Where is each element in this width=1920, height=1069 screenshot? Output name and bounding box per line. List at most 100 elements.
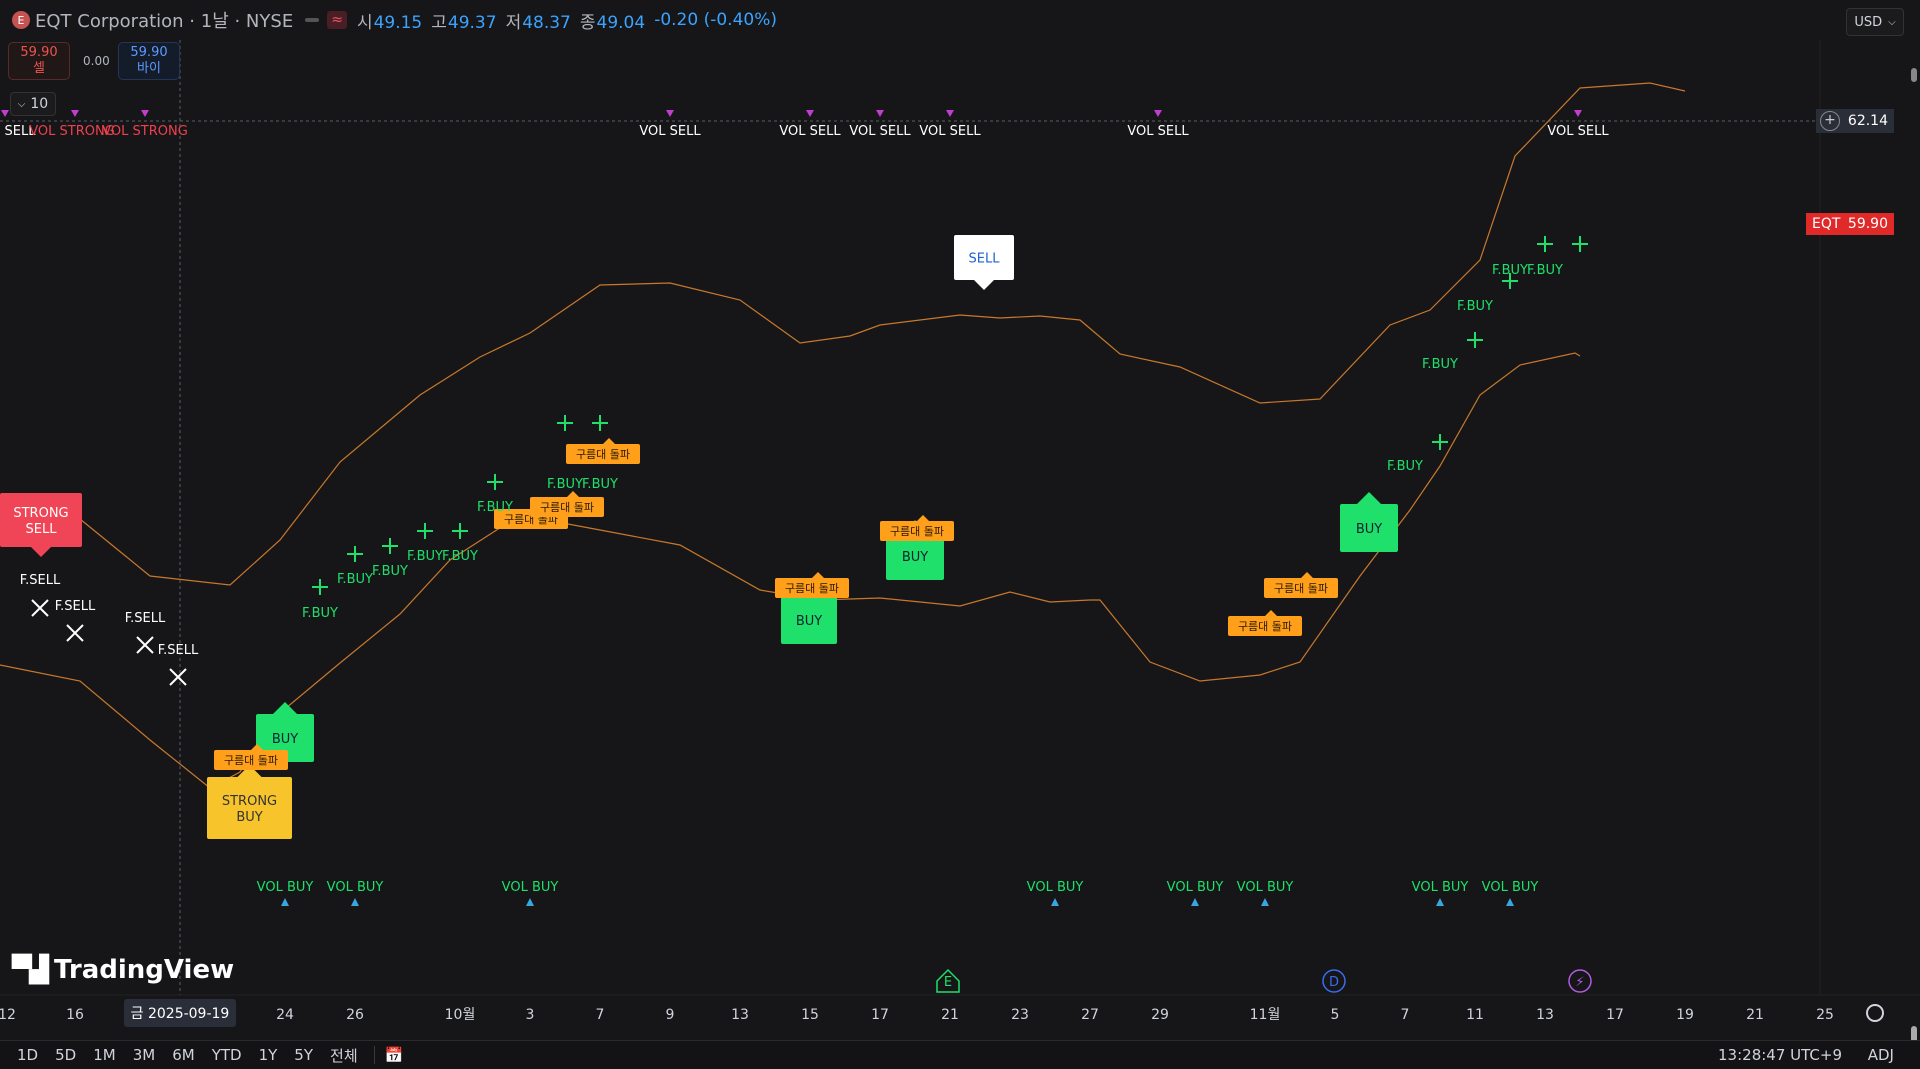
sell-button[interactable]: 59.90 셀 <box>8 42 70 80</box>
top-signal-label: VOL SELL <box>1127 124 1189 139</box>
fsell-cross-icon <box>169 668 187 686</box>
ohlc-open: 시49.15 <box>356 12 423 33</box>
fbuy-plus-icon <box>1572 236 1588 252</box>
x-axis-tick-label: 13 <box>731 1007 749 1023</box>
cloud-label-pointer <box>1265 610 1277 616</box>
top-signal-label: SELL <box>5 124 37 139</box>
fbuy-label: F.BUY <box>1457 299 1493 314</box>
strong-sell-box-pointer <box>31 547 51 557</box>
ohlc-close: 종49.04 <box>579 12 646 33</box>
chevron-down-icon: ⌵ <box>1888 16 1896 28</box>
fbuy-plus-icon <box>1502 273 1518 289</box>
fbuy-label: F.BUY <box>407 549 443 564</box>
hover-date-badge: 금 2025-09-19 <box>124 999 236 1027</box>
indicator-toggle-icon[interactable] <box>305 18 320 22</box>
signal-marker-icon <box>1 110 9 117</box>
buy-box-bg <box>1340 504 1398 552</box>
buy-box-text: BUY <box>272 732 298 747</box>
x-axis-tick-label: 7 <box>596 1007 605 1023</box>
fsell-label: F.SELL <box>158 643 199 658</box>
x-axis-tick-label: 26 <box>346 1007 364 1023</box>
vol-buy-label: VOL BUY <box>1027 880 1084 895</box>
cloud-label-pointer <box>917 515 929 521</box>
range-1d[interactable]: 1D <box>17 1046 39 1064</box>
fbuy-plus-icon <box>452 523 468 539</box>
x-axis-tick-label: 27 <box>1081 1007 1099 1023</box>
range-5d[interactable]: 5D <box>55 1046 77 1064</box>
add-plus-icon[interactable]: + <box>1820 111 1840 131</box>
x-axis-tick-label: 15 <box>801 1007 819 1023</box>
buy-box-bg <box>781 596 837 644</box>
scrollbar-bottom[interactable] <box>1911 1026 1917 1052</box>
last-price-badge: EQT 59.90 <box>1806 213 1894 235</box>
range-all[interactable]: 전체 <box>330 1046 358 1065</box>
fbuy-plus-icon <box>592 415 608 431</box>
x-axis-tick-label: 17 <box>1606 1007 1624 1023</box>
fbuy-plus-icon <box>487 474 503 490</box>
range-1y[interactable]: 1Y <box>258 1046 278 1064</box>
x-axis-tick-label: 17 <box>871 1007 889 1023</box>
currency-select[interactable]: USD ⌵ <box>1846 8 1904 36</box>
fsell-cross-icon <box>31 599 49 617</box>
signal-marker-icon <box>1154 110 1162 117</box>
buy-box-bg <box>886 532 944 580</box>
vol-buy-label: VOL BUY <box>502 880 559 895</box>
top-signal-label: VOL SELL <box>779 124 841 139</box>
signal-marker-icon <box>666 110 674 117</box>
x-axis-tick-label: 24 <box>276 1007 294 1023</box>
scrollbar-top[interactable] <box>1911 68 1917 82</box>
x-axis-tick-label: 19 <box>1676 1007 1694 1023</box>
price-chart[interactable]: 44.0045.0046.0047.0048.0049.0050.0051.00… <box>0 0 1920 1040</box>
fbuy-label: F.BUY <box>1387 459 1423 474</box>
vol-buy-arrow-icon <box>1436 898 1444 906</box>
wave-icon[interactable]: ≈ <box>327 11 347 29</box>
cloud-label-pointer <box>603 438 615 444</box>
fbuy-label: F.BUY <box>1492 263 1528 278</box>
strong-buy-box-text: STRONG <box>222 794 277 809</box>
x-axis-tick-label: 21 <box>941 1007 959 1023</box>
signal-marker-icon <box>71 110 79 117</box>
x-axis-tick-label: 9 <box>666 1007 675 1023</box>
fbuy-plus-icon <box>1537 236 1553 252</box>
cloud-breakout-label: 구름대 돌파 <box>890 525 944 538</box>
signal-marker-icon <box>1574 110 1582 117</box>
cloud-label-bg <box>1228 616 1302 636</box>
range-3m[interactable]: 3M <box>132 1046 156 1064</box>
strong-buy-box-pointer <box>237 765 262 777</box>
vol-buy-label: VOL BUY <box>1237 880 1294 895</box>
volume-collapse-toggle[interactable]: ⌵ 10 <box>10 92 56 116</box>
event-marker-label: E <box>944 975 952 990</box>
buy-box-text: BUY <box>796 614 822 629</box>
fbuy-plus-icon <box>382 538 398 554</box>
range-6m[interactable]: 6M <box>172 1046 195 1064</box>
calendar-goto-icon[interactable]: 📅 <box>384 1046 404 1064</box>
adj-toggle[interactable]: ADJ <box>1867 1046 1894 1064</box>
cloud-label-bg <box>880 521 954 541</box>
cloud-label-pointer <box>1301 572 1313 578</box>
bottom-toolbar: 1D 5D 1M 3M 6M YTD 1Y 5Y 전체 📅 13:28:47 U… <box>0 1040 1920 1069</box>
vol-buy-arrow-icon <box>1191 898 1199 906</box>
buy-button[interactable]: 59.90 바이 <box>118 42 180 80</box>
symbol-title[interactable]: EQT Corporation · 1날 · NYSE <box>35 11 294 32</box>
range-ytd[interactable]: YTD <box>211 1046 242 1064</box>
fbuy-label: F.BUY <box>582 477 618 492</box>
vol-buy-arrow-icon <box>351 898 359 906</box>
cloud-breakout-label: 구름대 돌파 <box>785 582 839 595</box>
strong-buy-box-text: BUY <box>236 810 262 825</box>
fbuy-plus-icon <box>1432 434 1448 450</box>
vol-buy-label: VOL BUY <box>1167 880 1224 895</box>
sell-box-bg <box>954 235 1014 280</box>
clock: 13:28:47 UTC+9 <box>1718 1046 1842 1064</box>
fbuy-label: F.BUY <box>1527 263 1563 278</box>
x-axis-tick-label: 12 <box>0 1007 16 1023</box>
top-signal-label: VOL SELL <box>639 124 701 139</box>
chart-background <box>0 0 1920 1040</box>
settings-icon[interactable] <box>1866 1004 1884 1022</box>
chart-header: E EQT Corporation · 1날 · NYSE ≈ 시49.15 고… <box>0 0 777 40</box>
signal-marker-icon <box>141 110 149 117</box>
range-5y[interactable]: 5Y <box>294 1046 314 1064</box>
range-1m[interactable]: 1M <box>93 1046 116 1064</box>
buy-box: BUY <box>1340 492 1398 552</box>
